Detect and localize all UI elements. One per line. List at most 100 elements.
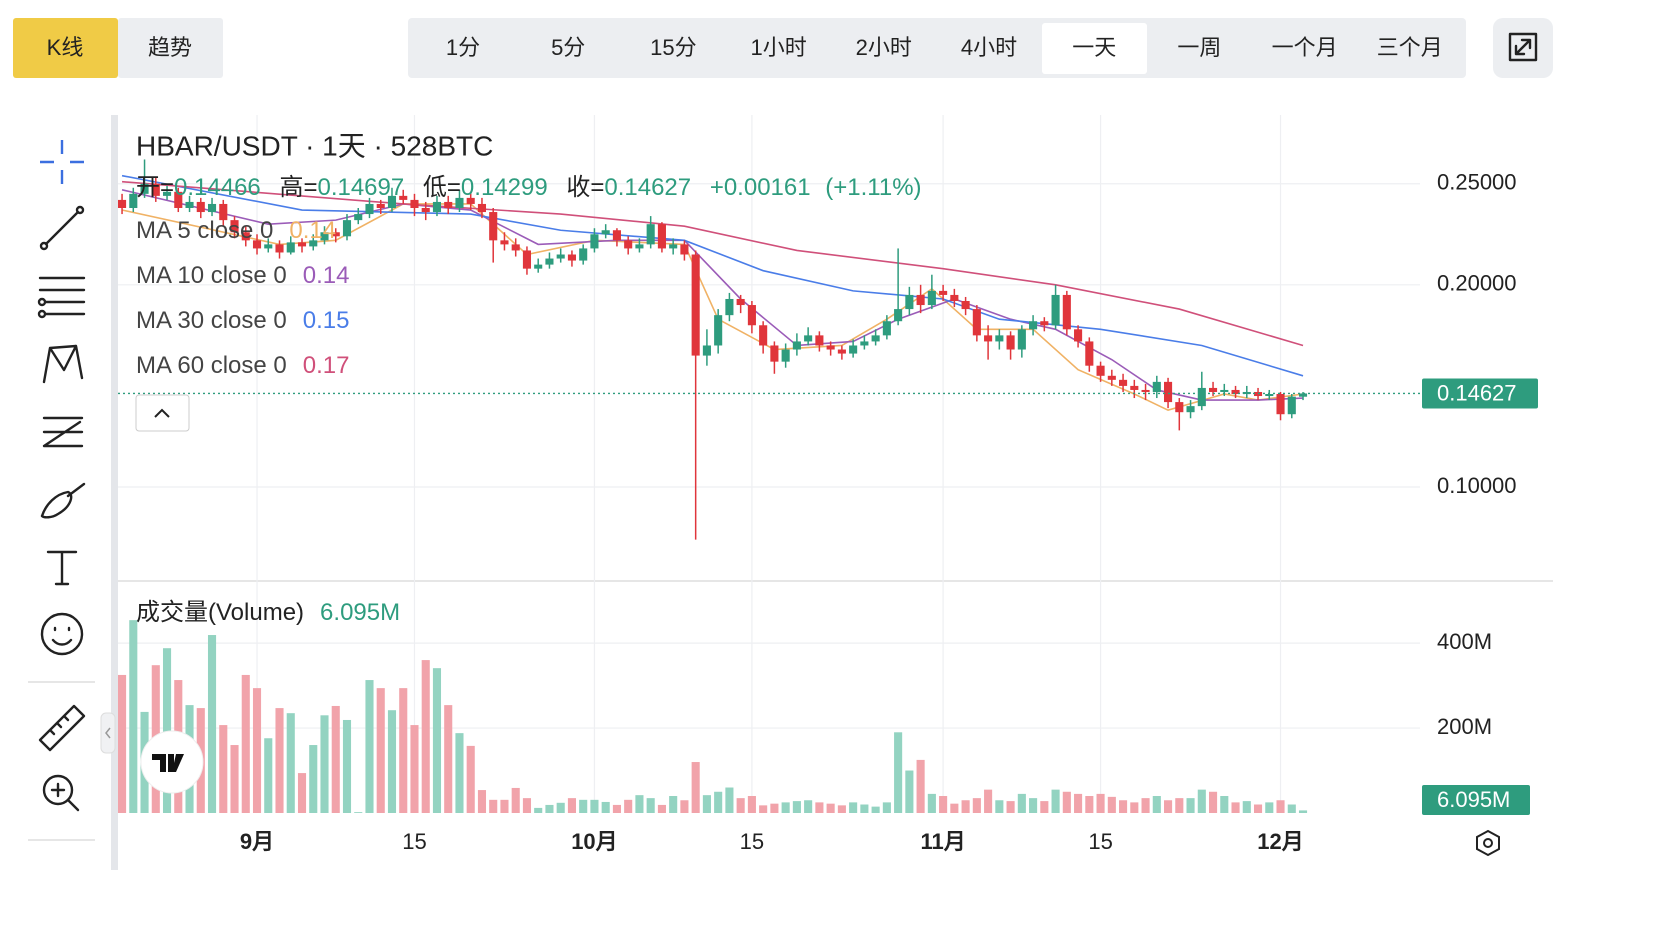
volume-bar (702, 795, 711, 813)
zoom-tool[interactable] (42, 774, 74, 806)
volume-bar (736, 798, 745, 813)
volume-bar (1017, 793, 1026, 813)
interval-label[interactable]: 一个月 (1272, 35, 1338, 60)
candle-body (185, 201, 194, 208)
volume-bar (1265, 802, 1274, 813)
candle-body (984, 335, 993, 342)
candle-body (1298, 393, 1308, 397)
candle-body (162, 191, 172, 196)
settings-icon[interactable] (1476, 829, 1500, 857)
candle-body (1197, 387, 1206, 407)
volume-bar (466, 745, 475, 813)
interval-label[interactable]: 2小时 (856, 35, 912, 60)
crosshair-tool[interactable] (40, 140, 84, 184)
price-tag (1422, 378, 1538, 409)
volume-bar (792, 801, 801, 813)
candle-body (759, 325, 768, 346)
volume-tag-label: 6.095M (1437, 787, 1510, 812)
ma-value: 0.15 (303, 307, 350, 334)
volume-bar (522, 798, 532, 813)
candle-body (365, 203, 374, 215)
candle-body (567, 254, 576, 261)
volume-bar (1208, 791, 1218, 813)
interval-label[interactable]: 5分 (551, 35, 585, 60)
candle-body (376, 203, 385, 208)
candle-body (264, 244, 273, 249)
candle-body (1265, 394, 1274, 397)
candle-body (1186, 406, 1195, 413)
fib-tool[interactable] (42, 416, 84, 448)
candle-body (612, 230, 621, 241)
candle-body (669, 244, 678, 249)
volume-bar (567, 798, 576, 813)
mode-label[interactable]: 趋势 (148, 35, 192, 60)
y-tick-label: 0.20000 (1437, 271, 1517, 296)
volume-bar (455, 733, 464, 813)
x-tick-label: 10月 (571, 829, 617, 854)
volume-bar (826, 803, 835, 813)
volume-bar (1085, 796, 1094, 813)
mode-label[interactable]: K线 (47, 35, 84, 60)
candle-body (230, 220, 239, 233)
candle-body (331, 232, 340, 237)
panel-handle[interactable] (100, 712, 116, 754)
text-tool[interactable] (46, 550, 78, 586)
volume-bar (804, 800, 813, 813)
candle-body (455, 197, 464, 208)
candle-body (916, 294, 925, 306)
candle-body (657, 224, 666, 249)
interval-selected[interactable] (1042, 23, 1147, 74)
candle-body (534, 264, 543, 269)
candle-body (691, 254, 700, 356)
volume-bar (432, 668, 442, 813)
volume-bar (939, 796, 948, 813)
volume-bar (1096, 793, 1105, 813)
y-tick-label: 0.10000 (1437, 473, 1517, 498)
mode-active[interactable] (13, 18, 118, 78)
volume-bar (680, 800, 689, 813)
volume-bar (1062, 791, 1071, 813)
candle-body (849, 345, 858, 354)
volume-bar (342, 719, 352, 813)
pattern-tool[interactable] (42, 344, 84, 384)
candle-body (770, 345, 779, 362)
brush-tool[interactable] (40, 482, 86, 519)
volume-bar (635, 795, 644, 813)
candle-body (1074, 329, 1083, 342)
ma-name: MA 10 close 0 (136, 262, 287, 289)
interval-label[interactable]: 三个月 (1377, 35, 1443, 60)
volume-bar (1220, 796, 1229, 813)
volume-bar (118, 674, 127, 813)
candle-body (837, 349, 846, 354)
candle-body (635, 244, 644, 249)
volume-tag (1422, 785, 1530, 815)
volume-bar (219, 725, 228, 813)
emoji-tool[interactable] (40, 612, 84, 656)
interval-label[interactable]: 15分 (650, 35, 696, 60)
candle-body (714, 315, 723, 346)
volume-bar (815, 802, 824, 813)
interval-label[interactable]: 1分 (446, 35, 480, 60)
volume-bar (646, 798, 655, 813)
mode-inactive[interactable] (118, 18, 223, 78)
hlines-tool[interactable] (38, 276, 86, 316)
candle-body (871, 335, 880, 342)
volume-bar (972, 798, 981, 813)
volume-bar (950, 803, 959, 813)
volume-bar (1197, 789, 1206, 813)
interval-label[interactable]: 1小时 (750, 35, 806, 60)
candle-body (432, 201, 442, 213)
candle-body (196, 201, 205, 213)
line-tool[interactable] (44, 210, 80, 246)
ruler-tool[interactable] (38, 704, 86, 752)
ma-name: MA 5 close 0 (136, 217, 273, 244)
interval-label[interactable]: 4小时 (961, 35, 1017, 60)
collapse-button[interactable] (135, 394, 190, 432)
candle-body (927, 290, 936, 306)
candle-body (354, 214, 363, 221)
moving-average (121, 180, 1304, 347)
handle-arrow (105, 727, 111, 739)
interval-label[interactable]: 一周 (1177, 35, 1221, 60)
interval-label[interactable]: 一天 (1072, 35, 1116, 60)
